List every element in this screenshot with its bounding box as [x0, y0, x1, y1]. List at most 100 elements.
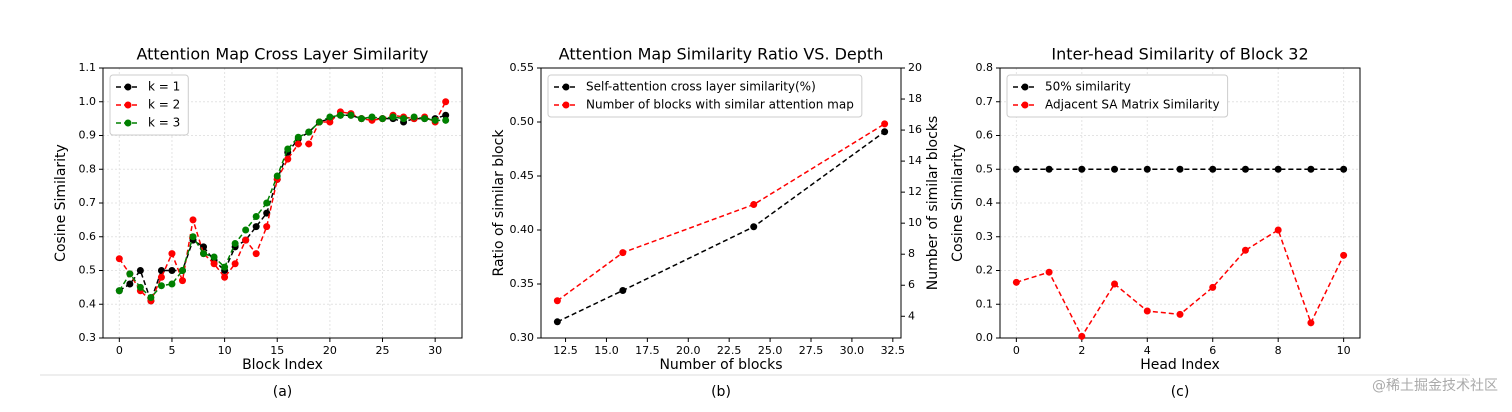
data-point: [442, 98, 450, 106]
data-point: [315, 118, 323, 126]
x-tick-label: 27.5: [799, 344, 824, 357]
data-point: [1176, 165, 1184, 173]
data-point: [326, 118, 334, 126]
data-point: [263, 209, 271, 217]
legend-label: Self-attention cross layer similarity(%): [586, 80, 816, 94]
data-point: [1111, 280, 1119, 288]
data-point: [442, 111, 450, 119]
x-tick-label: 12.5: [553, 344, 578, 357]
caption: (a): [273, 384, 293, 400]
legend-label: Adjacent SA Matrix Similarity: [1045, 98, 1220, 112]
data-point: [750, 223, 758, 231]
x-tick-label: 20: [323, 344, 337, 357]
data-point: [294, 133, 302, 141]
legend-marker: [562, 83, 570, 91]
data-point: [305, 140, 313, 148]
data-point: [1274, 165, 1282, 173]
y-tick-label: 0.5: [79, 264, 97, 277]
data-point: [126, 280, 134, 288]
x-tick-label: 10: [218, 344, 232, 357]
y-tick-label: 0.0: [976, 331, 994, 344]
y-tick-label: 0.4: [79, 297, 97, 310]
data-point: [136, 283, 144, 291]
x-tick-label: 5: [168, 344, 175, 357]
y2-axis-label: Number of similar blocks: [925, 116, 941, 290]
legend: 50% similarity Adjacent SA Matrix Similar…: [1006, 74, 1229, 118]
legend-marker: [1021, 83, 1029, 91]
data-point: [252, 250, 260, 258]
legend-label: k = 3: [148, 116, 180, 130]
data-point: [1111, 165, 1119, 173]
x-tick-label: 0: [1013, 344, 1020, 357]
data-point: [750, 201, 758, 209]
data-point: [1307, 165, 1315, 173]
data-point: [1078, 332, 1086, 340]
x-tick-label: 0: [116, 344, 123, 357]
series-line: [557, 131, 886, 323]
y-tick-label: 0.50: [510, 115, 535, 128]
data-point: [1241, 165, 1249, 173]
data-point: [619, 286, 627, 294]
y2-tick-label: 10: [908, 216, 922, 229]
series-line: [556, 123, 886, 302]
y-tick-label: 0.4: [976, 196, 994, 209]
data-point: [178, 267, 186, 274]
data-point: [1274, 226, 1282, 234]
x-tick-label: 25: [376, 344, 390, 357]
data-point: [1241, 246, 1249, 254]
y-tick-label: 0.8: [976, 61, 994, 74]
legend-marker: [562, 101, 570, 109]
caption: (c): [1171, 384, 1190, 400]
y2-tick-label: 14: [908, 154, 922, 167]
data-point: [126, 270, 134, 278]
series-line: [118, 114, 446, 304]
y-tick-label: 0.3: [79, 331, 97, 344]
y2-tick-label: 18: [908, 92, 922, 105]
y-tick-label: 0.40: [510, 223, 535, 236]
y-axis-label: Ratio of similar block: [491, 129, 507, 277]
x-tick-label: 30: [428, 344, 442, 357]
series-line: [1016, 228, 1345, 338]
data-point: [168, 267, 176, 274]
data-point: [263, 199, 271, 207]
x-tick-label: 10: [1337, 344, 1351, 357]
data-point: [305, 128, 313, 136]
data-point: [284, 155, 292, 163]
y-tick-label: 0.3: [976, 230, 994, 243]
data-point: [210, 253, 218, 261]
data-point: [210, 260, 218, 268]
y2-tick-label: 4: [908, 309, 915, 322]
y-tick-label: 0.45: [510, 169, 535, 182]
legend: Self-attention cross layer similarity(%)…: [547, 74, 863, 118]
x-tick-label: 15.0: [594, 344, 619, 357]
y-tick-label: 0.2: [976, 264, 994, 277]
y2-tick-label: 16: [908, 123, 922, 136]
y-tick-label: 0.55: [510, 61, 535, 74]
y-tick-label: 0.35: [510, 277, 535, 290]
legend-label: k = 2: [148, 98, 180, 112]
y-tick-label: 1.1: [79, 61, 97, 74]
y-tick-label: 0.1: [976, 297, 994, 310]
data-point: [242, 236, 250, 244]
data-point: [273, 172, 281, 180]
data-point: [147, 294, 155, 301]
data-point: [553, 297, 561, 305]
legend: k = 1 k = 2 k = 3: [109, 74, 189, 136]
data-point: [881, 120, 889, 128]
legend-label: k = 1: [148, 80, 180, 94]
data-point: [231, 260, 239, 268]
x-tick-label: 20.0: [676, 344, 701, 357]
y-tick-label: 0.5: [976, 162, 994, 175]
data-point: [252, 223, 260, 231]
data-point: [347, 111, 355, 119]
data-point: [168, 280, 176, 288]
legend-marker: [1021, 101, 1029, 109]
data-point: [619, 249, 627, 257]
x-tick-label: 17.5: [635, 344, 660, 357]
y-tick-label: 0.30: [510, 331, 535, 344]
legend-label: 50% similarity: [1045, 80, 1131, 94]
data-point: [115, 255, 123, 263]
data-point: [1307, 319, 1315, 327]
data-point: [1143, 165, 1151, 173]
